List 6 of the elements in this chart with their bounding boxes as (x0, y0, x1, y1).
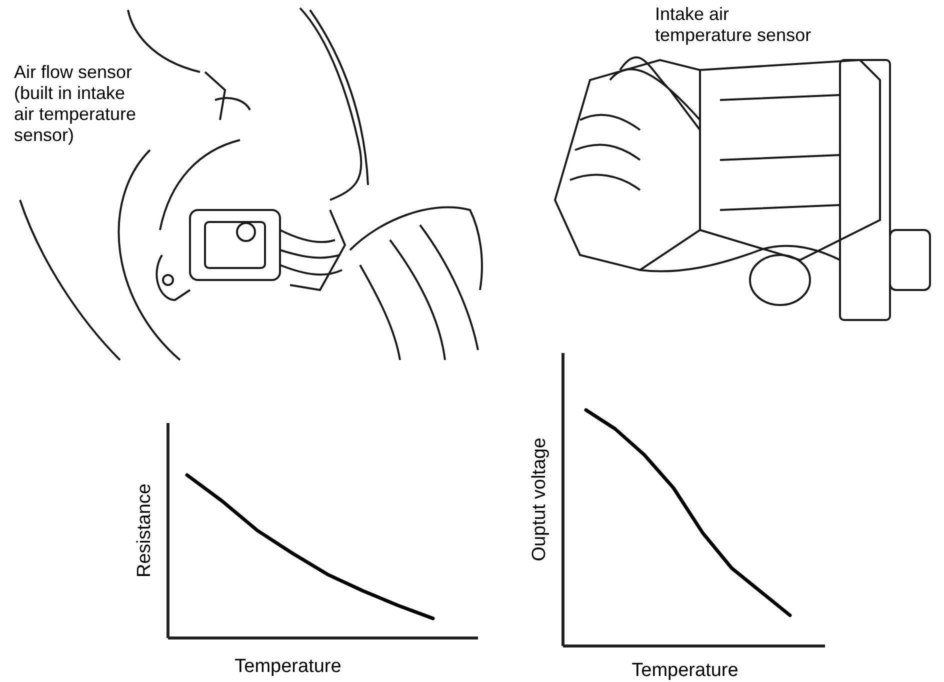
x-axis-title: Temperature (234, 656, 342, 677)
text: Air flow sensor (built in intake air temperature sensor) (14, 62, 136, 145)
text: Intake air temperature sensor (655, 4, 812, 45)
y-axis-title: Resistance (134, 484, 155, 578)
x-axis-title: Temperature (632, 660, 738, 681)
y-axis-title: Ouptut voltage (529, 438, 550, 562)
